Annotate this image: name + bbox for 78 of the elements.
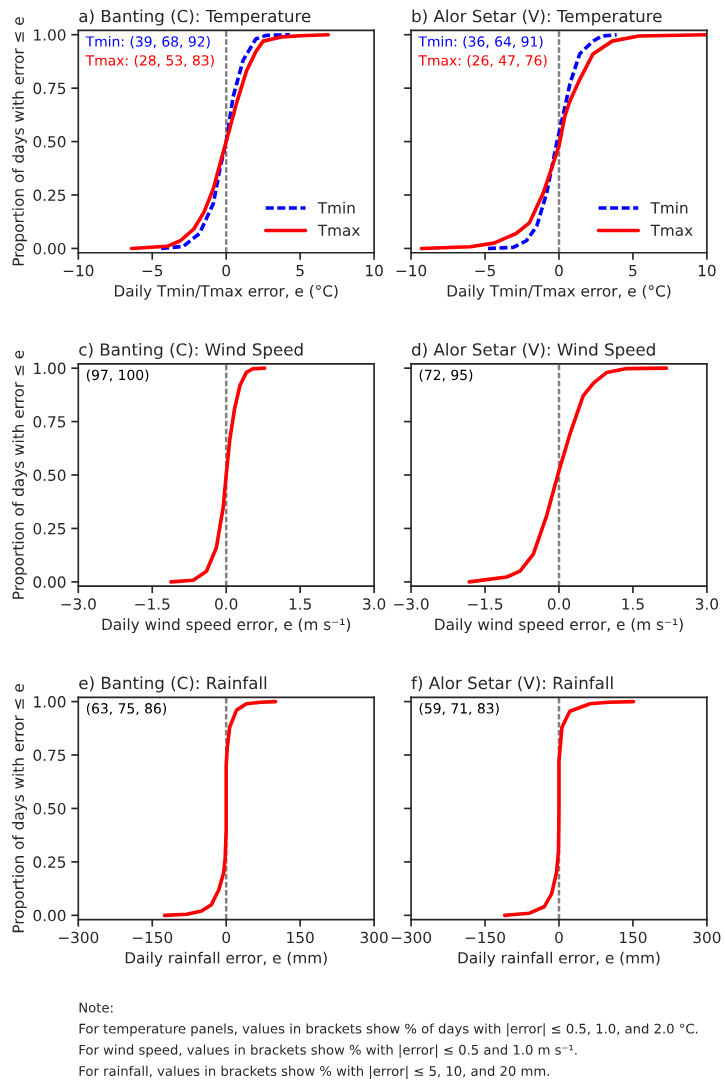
- y-tick-label: 1.00: [34, 29, 66, 41]
- x-tick-label: 5: [629, 265, 637, 277]
- legend-label: Tmax: [650, 224, 693, 237]
- line-series: [159, 32, 292, 251]
- chart-title: d) Alor Setar (V): Wind Speed: [411, 342, 655, 360]
- x-tick-label: −150: [132, 931, 173, 944]
- y-axis-title: Proportion of days with error ≤ e: [12, 350, 27, 599]
- x-axis-title: Daily wind speed error, e (m s⁻¹): [435, 618, 683, 634]
- y-tick-label: 0.25: [33, 189, 66, 202]
- x-tick-label: −1.5: [135, 598, 170, 610]
- x-tick-label: 10: [698, 264, 716, 277]
- annotation: Tmax: (26, 47, 76): [418, 54, 547, 68]
- y-tick-label: 0.75: [33, 749, 66, 762]
- x-tick-label: 150: [287, 931, 314, 944]
- chart-title: e) Banting (C): Rainfall: [79, 676, 267, 693]
- y-tick-label: 1.00: [34, 696, 66, 708]
- x-tick-label: 300: [360, 931, 388, 944]
- y-tick-label: 1.00: [34, 362, 66, 375]
- x-tick-label: −10: [396, 264, 427, 277]
- chart-title: c) Banting (C): Wind Speed: [79, 342, 303, 360]
- annotation: Tmin: (39, 68, 92): [85, 35, 210, 49]
- x-tick-label: 300: [693, 931, 721, 944]
- y-tick-label: 0.25: [33, 522, 66, 535]
- x-tick-label: −3.0: [61, 598, 96, 610]
- text: For wind speed, values in brackets show % with |error| ≤ 0.5 and 1.0 m s⁻¹.: [79, 1044, 577, 1058]
- x-tick-label: −300: [58, 931, 99, 944]
- x-tick-label: 3.0: [363, 598, 386, 610]
- y-tick-label: 0.00: [33, 909, 66, 922]
- x-tick-label: 0: [555, 264, 563, 277]
- chart-title: f) Alor Setar (V): Rainfall: [411, 676, 613, 692]
- x-tick-label: 10: [366, 264, 383, 277]
- y-tick-label: 0.00: [33, 242, 66, 255]
- chart-title: a) Banting (C): Temperature: [79, 9, 311, 26]
- y-axis-title: Proportion of days with error ≤ e: [12, 684, 27, 933]
- chart-title: b) Alor Setar (V): Temperature: [412, 9, 662, 26]
- annotation: (63, 75, 86): [86, 702, 167, 716]
- x-tick-label: 3.0: [695, 598, 719, 610]
- x-tick-label: 0: [222, 931, 231, 944]
- text: For temperature panels, values in brackets show % of days with |error| ≤ 0.5, 1.0, and 2.0 °C.: [79, 1023, 698, 1037]
- x-tick-label: 0: [222, 264, 231, 277]
- x-tick-label: −10: [63, 264, 94, 277]
- x-tick-label: 1.5: [289, 598, 311, 610]
- y-tick-label: 0.75: [33, 82, 66, 95]
- x-tick-label: 0.0: [547, 598, 571, 610]
- legend-label: Tmin: [317, 201, 355, 214]
- x-axis-title: Daily Tmin/Tmax error, e (°C): [447, 284, 671, 300]
- x-tick-label: −3.0: [394, 598, 429, 610]
- x-tick-label: 1.5: [622, 598, 644, 610]
- line-series: [169, 366, 267, 584]
- x-tick-label: −1.5: [468, 598, 503, 610]
- x-tick-label: 0: [555, 931, 563, 944]
- annotation: Tmax: (28, 53, 83): [85, 54, 214, 68]
- annotation: (72, 95): [419, 369, 473, 382]
- y-tick-label: 0.50: [33, 136, 66, 148]
- y-tick-label: 0.25: [33, 856, 66, 868]
- annotation: (59, 71, 83): [419, 702, 499, 716]
- annotation: (97, 100): [86, 369, 149, 382]
- x-tick-label: −5: [475, 265, 495, 277]
- x-axis-title: Daily Tmin/Tmax error, e (°C): [114, 284, 338, 300]
- y-axis-title: Proportion of days with error ≤ e: [12, 17, 27, 266]
- annotation: Tmin: (36, 64, 91): [418, 35, 543, 49]
- x-axis-title: Daily wind speed error, e (m s⁻¹): [102, 618, 351, 634]
- y-tick-label: 0.00: [33, 576, 66, 588]
- y-tick-label: 0.50: [33, 802, 66, 815]
- x-tick-label: 5: [296, 265, 304, 277]
- x-tick-label: 0.0: [215, 598, 238, 610]
- x-tick-label: −150: [465, 931, 505, 944]
- y-tick-label: 0.75: [33, 416, 66, 428]
- y-tick-label: 0.50: [33, 469, 66, 482]
- legend-label: Tmin: [650, 201, 688, 214]
- x-tick-label: 150: [620, 931, 647, 944]
- text: For rainfall, values in brackets show % with |error| ≤ 5, 10, and 20 mm.: [79, 1065, 550, 1079]
- x-axis-title: Daily rainfall error, e (mm): [125, 951, 327, 967]
- x-axis-title: Daily rainfall error, e (mm): [458, 951, 660, 967]
- legend-label: Tmax: [317, 224, 360, 237]
- x-tick-label: −300: [391, 931, 432, 944]
- x-tick-label: −5: [142, 265, 163, 277]
- text: Note:: [79, 1002, 113, 1013]
